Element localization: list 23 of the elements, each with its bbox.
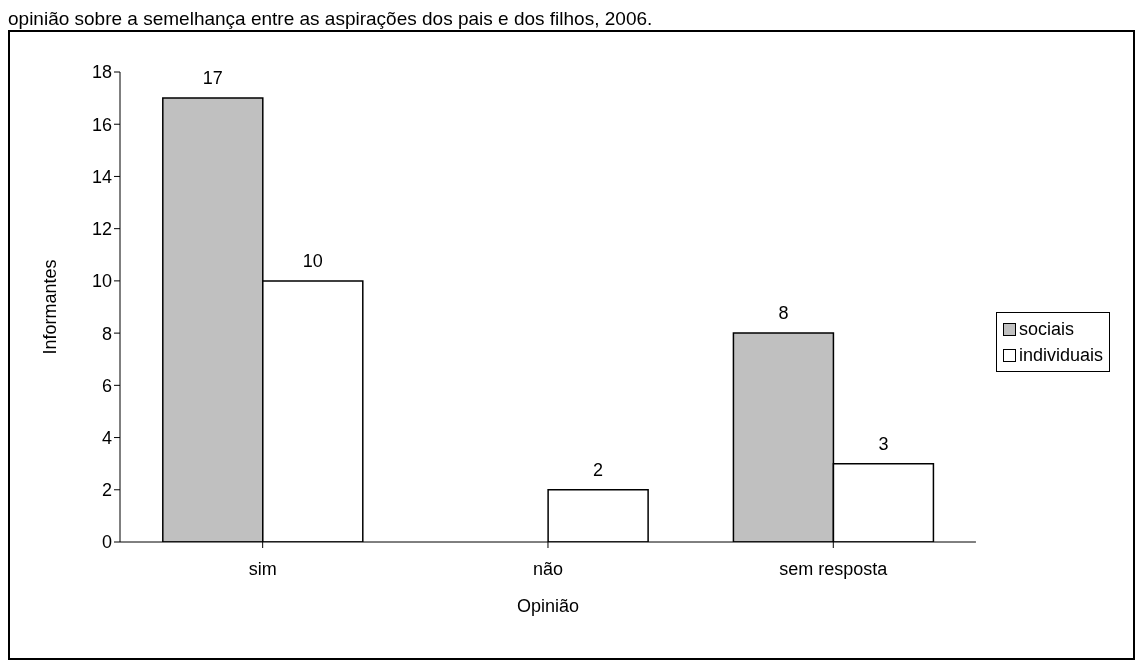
data-label: 10 [302,250,323,271]
y-tick-label: 18 [91,62,112,83]
x-tick-label: não [532,558,563,579]
y-tick-label: 4 [101,427,112,448]
legend-label: sociais [1018,318,1074,341]
chart-title: opinião sobre a semelhança entre as aspirações dos pais e dos filhos, 2006. [8,8,654,30]
x-tick-label: sim [248,558,277,579]
y-axis-title: Informantes [40,259,61,355]
data-label: 3 [878,433,889,454]
data-label: 17 [202,68,223,89]
y-tick-label: 16 [91,114,112,135]
y-tick-label: 8 [101,323,112,344]
y-tick-label: 12 [91,219,112,240]
data-label: 2 [593,459,604,480]
y-tick-label: 2 [101,480,112,501]
x-axis-title: Opinião [516,596,579,616]
data-label: 8 [778,303,789,324]
y-tick-label: 10 [91,271,112,292]
legend-label: individuais [1018,344,1103,367]
y-tick-label: 0 [101,532,112,553]
y-tick-label: 6 [101,375,112,396]
y-tick-label: 14 [91,166,112,187]
x-tick-label: sem resposta [779,558,889,579]
